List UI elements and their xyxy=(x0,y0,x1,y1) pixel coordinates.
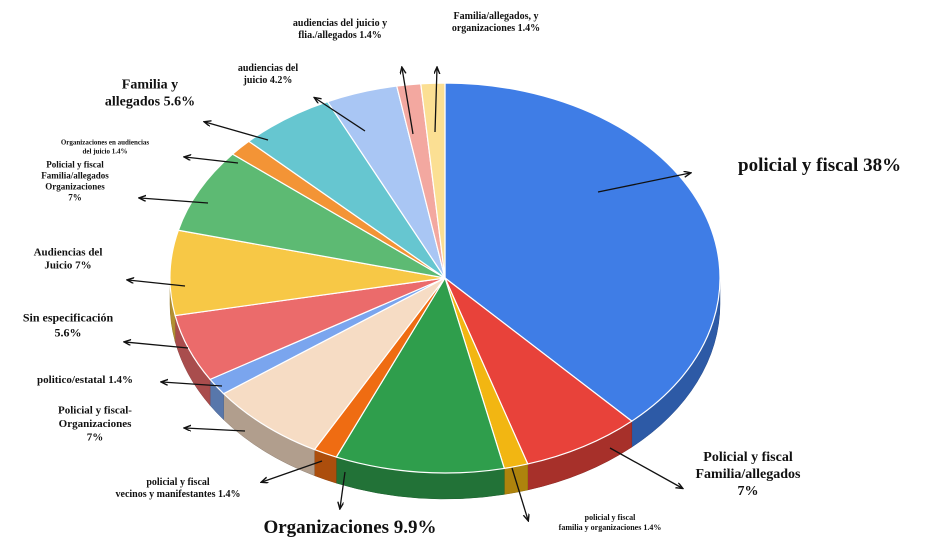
label-arrow-12 xyxy=(205,122,269,141)
slice-label-line: familia y organizaciones 1.4% xyxy=(559,523,662,532)
slice-label-line: del juicio 1.4% xyxy=(83,147,128,155)
slice-label-11: Organizaciones en audiencias del juicio 1… xyxy=(61,139,150,156)
slice-label-line: Familia y xyxy=(122,77,178,92)
label-arrow-7 xyxy=(162,382,223,387)
slice-label-line: 7% xyxy=(738,484,759,499)
slice-label-line: Policial y fiscal xyxy=(46,160,104,170)
slice-label-line: policial y fiscal 38% xyxy=(738,155,901,176)
label-arrow-11 xyxy=(185,157,239,164)
pie-slice-2 xyxy=(444,277,633,465)
label-arrow-2 xyxy=(609,447,682,488)
slice-label-3: policial y fiscal familia y organizacione… xyxy=(559,513,662,532)
slice-labels: policial y fiscal 38%Policial y fiscal Fa… xyxy=(23,11,901,538)
label-arrow-8 xyxy=(125,342,189,349)
label-arrow-13 xyxy=(315,98,366,132)
slice-label-6: Policial y fiscal-Organizaciones 7% xyxy=(58,405,132,444)
pie-slices xyxy=(169,82,721,474)
slice-label-line: organizaciones 1.4% xyxy=(452,23,540,34)
pie-slice-10 xyxy=(177,153,446,279)
pie-slice-1 xyxy=(444,82,721,422)
slice-label-line: juicio 4.2% xyxy=(243,75,293,86)
slice-label-line: Organizaciones en audiencias xyxy=(61,139,150,147)
slice-label-14: audiencias del juicio y flia./allegados 1… xyxy=(293,18,387,41)
slice-label-line: allegados 5.6% xyxy=(105,95,195,110)
slice-label-4: Organizaciones 9.9% xyxy=(263,517,436,538)
slice-label-line: Familia/allegados, y xyxy=(454,11,539,22)
label-arrow-10 xyxy=(140,198,209,204)
slice-label-line: Policial y fiscal xyxy=(703,450,793,465)
pie-slice-15 xyxy=(420,82,446,279)
slice-label-line: Sin especificación xyxy=(23,311,114,325)
slice-label-line: 7% xyxy=(87,431,104,443)
label-arrow-3 xyxy=(511,467,528,520)
slice-label-line: flia./allegados 1.4% xyxy=(298,30,382,41)
slice-label-line: Juicio 7% xyxy=(44,260,91,272)
slice-label-line: Familia/allegados xyxy=(696,467,802,482)
label-arrow-1 xyxy=(597,173,690,193)
slice-label-line: audiencias del juicio y xyxy=(293,18,387,29)
slice-label-line: vecinos y manifestantes 1.4% xyxy=(116,489,241,500)
slice-label-13: audiencias del juicio 4.2% xyxy=(238,63,299,86)
slice-label-15: Familia/allegados, y organizaciones 1.4% xyxy=(452,11,540,34)
slice-label-12: Familia y allegados 5.6% xyxy=(105,77,195,109)
slice-label-1: policial y fiscal 38% xyxy=(738,155,901,176)
slice-label-line: Audiencias del xyxy=(34,246,103,258)
slice-label-5: policial y fiscal vecinos y manifestantes… xyxy=(116,477,241,500)
slice-label-line: policial y fiscal xyxy=(146,477,210,488)
slice-label-10: Policial y fiscal Familia/allegados Organi… xyxy=(41,160,109,203)
slice-label-9: Audiencias del Juicio 7% xyxy=(34,246,103,271)
slice-label-line: Familia/allegados xyxy=(41,171,109,181)
label-arrow-14 xyxy=(402,68,414,135)
slice-label-line: 5.6% xyxy=(55,325,82,339)
pie-slice-4 xyxy=(335,276,506,474)
pie-slice-6 xyxy=(222,277,446,451)
label-arrow-6 xyxy=(185,428,246,432)
slice-label-line: politico/estatal 1.4% xyxy=(37,374,133,386)
slice-label-line: policial y fiscal xyxy=(585,513,636,522)
slice-label-line: Policial y fiscal- xyxy=(58,405,132,417)
label-arrow-15 xyxy=(435,68,437,133)
slice-label-8: Sin especificación 5.6% xyxy=(23,311,114,340)
label-arrow-5 xyxy=(262,460,323,482)
slice-label-line: Organizaciones xyxy=(59,418,132,430)
pie-slice-9 xyxy=(169,229,446,317)
slice-label-line: Organizaciones xyxy=(45,181,105,191)
slice-label-line: 7% xyxy=(68,192,82,202)
slice-label-7: politico/estatal 1.4% xyxy=(37,374,133,386)
slice-label-line: Organizaciones 9.9% xyxy=(263,517,436,538)
slice-label-2: Policial y fiscal Familia/allegados 7% xyxy=(696,450,802,499)
label-arrow-4 xyxy=(340,471,346,508)
slice-label-line: audiencias del xyxy=(238,63,299,74)
label-arrow-9 xyxy=(128,280,186,287)
